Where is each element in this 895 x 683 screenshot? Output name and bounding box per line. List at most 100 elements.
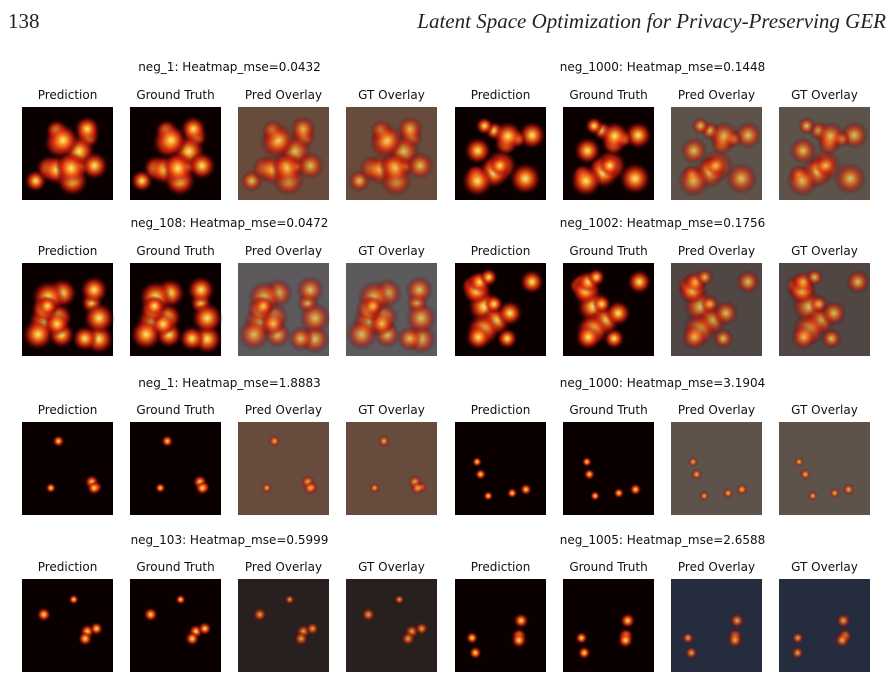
heat-blob bbox=[295, 275, 325, 305]
image-background bbox=[238, 422, 329, 515]
heat-blob bbox=[261, 482, 273, 494]
heat-blob bbox=[845, 269, 871, 295]
heat-blob bbox=[144, 295, 165, 317]
heat-blob bbox=[68, 594, 79, 605]
subplot-title: neg_103: Heatmap_mse=0.5999 bbox=[131, 533, 329, 547]
panel-image bbox=[238, 579, 329, 672]
heat-blob bbox=[405, 302, 438, 335]
heat-blob bbox=[471, 456, 483, 467]
heat-blob bbox=[791, 631, 805, 645]
heat-blob bbox=[175, 594, 186, 605]
heat-blob bbox=[794, 456, 805, 467]
heat-blob bbox=[581, 456, 592, 467]
heat-blob bbox=[835, 613, 851, 629]
panel-label: GT Overlay bbox=[358, 403, 425, 417]
panel-image bbox=[671, 579, 762, 672]
heat-blob bbox=[620, 613, 636, 629]
heat-blob bbox=[379, 152, 412, 185]
panel-image bbox=[563, 263, 654, 356]
panel-image bbox=[455, 422, 546, 515]
panel-image bbox=[345, 263, 438, 356]
panel-label: Pred Overlay bbox=[678, 560, 755, 574]
heat-blob bbox=[791, 646, 805, 660]
heat-blob bbox=[599, 121, 630, 151]
subplot-title: neg_1000: Heatmap_mse=3.1904 bbox=[560, 376, 766, 390]
heat-blob bbox=[271, 152, 304, 185]
heat-blob bbox=[805, 268, 824, 287]
panel-label: Prediction bbox=[38, 244, 98, 258]
panel-image bbox=[22, 107, 113, 200]
heat-blob bbox=[77, 631, 93, 646]
panel-label: Prediction bbox=[471, 88, 531, 102]
heat-blob bbox=[575, 631, 588, 645]
heat-blob bbox=[569, 164, 603, 198]
panel-image bbox=[238, 263, 331, 356]
panel-image bbox=[455, 579, 546, 672]
page-number: 138 bbox=[8, 9, 40, 33]
panel-label: Pred Overlay bbox=[678, 88, 755, 102]
panel-label: Prediction bbox=[38, 560, 98, 574]
heat-blob bbox=[396, 325, 423, 352]
heat-blob bbox=[496, 300, 523, 326]
heat-blob bbox=[362, 295, 384, 317]
heat-blob bbox=[36, 607, 51, 622]
panel-label: Ground Truth bbox=[569, 560, 647, 574]
heat-blob bbox=[475, 116, 494, 135]
heat-blob bbox=[725, 162, 758, 195]
heat-blob bbox=[681, 324, 708, 351]
heat-blob bbox=[465, 324, 492, 351]
panel-label: Pred Overlay bbox=[678, 244, 755, 258]
heat-blob bbox=[184, 631, 200, 646]
subplot-title: neg_108: Heatmap_mse=0.0472 bbox=[131, 216, 329, 230]
heat-blob bbox=[677, 164, 710, 198]
panel-label: Ground Truth bbox=[136, 560, 214, 574]
heat-blob bbox=[89, 621, 104, 636]
heat-blob bbox=[71, 325, 98, 352]
heat-blob bbox=[590, 490, 601, 501]
panel-label: GT Overlay bbox=[791, 403, 858, 417]
heat-blob bbox=[179, 325, 205, 352]
panel-label: GT Overlay bbox=[358, 88, 425, 102]
panel-label: Pred Overlay bbox=[245, 403, 322, 417]
image-tint bbox=[238, 422, 329, 515]
panel-label: Ground Truth bbox=[569, 403, 647, 417]
heat-blob bbox=[820, 300, 847, 326]
panel-label: GT Overlay bbox=[358, 244, 425, 258]
heat-blob bbox=[405, 275, 434, 305]
image-background bbox=[455, 422, 546, 515]
heat-blob bbox=[833, 162, 867, 195]
heat-blob bbox=[198, 621, 212, 636]
panel-label: GT Overlay bbox=[358, 560, 425, 574]
heat-blob bbox=[82, 302, 115, 335]
panel-image bbox=[130, 422, 221, 515]
heat-blob bbox=[799, 468, 812, 480]
heat-blob bbox=[687, 456, 699, 467]
heat-blob bbox=[252, 607, 267, 622]
heat-blob bbox=[303, 481, 317, 495]
heat-blob bbox=[73, 115, 101, 143]
heat-blob bbox=[629, 483, 642, 496]
heat-blob bbox=[613, 487, 625, 499]
heat-blob bbox=[370, 123, 404, 157]
heat-blob bbox=[627, 269, 652, 295]
heat-blob bbox=[361, 607, 376, 622]
panel-image bbox=[563, 107, 654, 200]
panel-label: GT Overlay bbox=[791, 560, 858, 574]
heat-blob bbox=[262, 123, 296, 157]
heat-blob bbox=[186, 275, 216, 305]
subplot-title: neg_1: Heatmap_mse=1.8883 bbox=[138, 376, 321, 390]
heat-blob bbox=[298, 302, 331, 335]
heat-blob bbox=[577, 646, 591, 660]
panel-label: Prediction bbox=[471, 403, 531, 417]
heat-blob bbox=[790, 324, 817, 351]
image-tint bbox=[346, 422, 437, 515]
panel-image bbox=[346, 107, 437, 200]
heat-blob bbox=[479, 268, 498, 287]
heat-blob bbox=[699, 490, 710, 501]
panel-image bbox=[238, 107, 329, 200]
heat-blob bbox=[305, 621, 320, 636]
heat-blob bbox=[161, 152, 194, 185]
heat-blob bbox=[195, 481, 210, 495]
heat-blob bbox=[377, 435, 390, 448]
panel-image bbox=[563, 422, 654, 515]
